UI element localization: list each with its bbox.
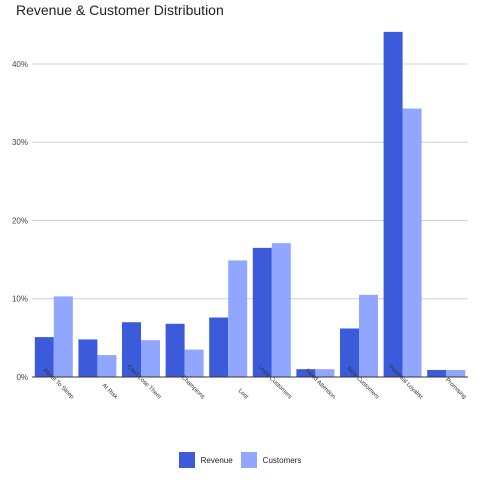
- bar-customers[interactable]: [359, 294, 378, 377]
- legend: Revenue Customers: [0, 452, 480, 468]
- y-tick-label: 0%: [16, 373, 28, 382]
- legend-label-customers: Customers: [262, 455, 302, 465]
- bar-revenue[interactable]: [34, 337, 54, 377]
- bar-customers[interactable]: [446, 369, 466, 377]
- bar-revenue[interactable]: [78, 339, 98, 377]
- x-tick-label: Champions: [180, 375, 206, 401]
- bar-revenue[interactable]: [209, 317, 229, 377]
- y-tick-label: 20%: [12, 216, 28, 225]
- bar-customers[interactable]: [53, 296, 73, 377]
- bar-customers[interactable]: [271, 243, 291, 377]
- y-tick-label: 10%: [12, 295, 28, 304]
- legend-swatch-customers: [240, 452, 257, 468]
- bar-customers[interactable]: [141, 340, 160, 377]
- bar-revenue[interactable]: [340, 328, 359, 377]
- bar-customers[interactable]: [315, 369, 335, 377]
- legend-item-revenue[interactable]: Revenue: [178, 452, 233, 468]
- bar-revenue[interactable]: [296, 369, 316, 377]
- bar-customers[interactable]: [228, 260, 248, 377]
- y-tick-label: 30%: [12, 138, 28, 147]
- bar-customers[interactable]: [97, 355, 117, 377]
- bar-revenue[interactable]: [165, 323, 185, 377]
- x-tick-label: Promising: [444, 377, 467, 400]
- y-tick-label: 40%: [12, 60, 28, 69]
- bar-customers[interactable]: [402, 108, 422, 377]
- x-tick-label: At Risk: [101, 383, 119, 401]
- bar-customers[interactable]: [184, 349, 204, 377]
- bar-revenue[interactable]: [122, 322, 141, 377]
- x-tick-label: Lost: [237, 388, 249, 400]
- bars: [34, 31, 466, 377]
- legend-swatch-revenue: [178, 452, 195, 468]
- bar-revenue[interactable]: [427, 369, 447, 377]
- legend-item-customers[interactable]: Customers: [240, 452, 302, 468]
- legend-label-revenue: Revenue: [200, 455, 233, 465]
- bar-revenue[interactable]: [383, 31, 403, 377]
- chart-title: Revenue & Customer Distribution: [16, 2, 224, 18]
- bar-revenue[interactable]: [252, 247, 272, 377]
